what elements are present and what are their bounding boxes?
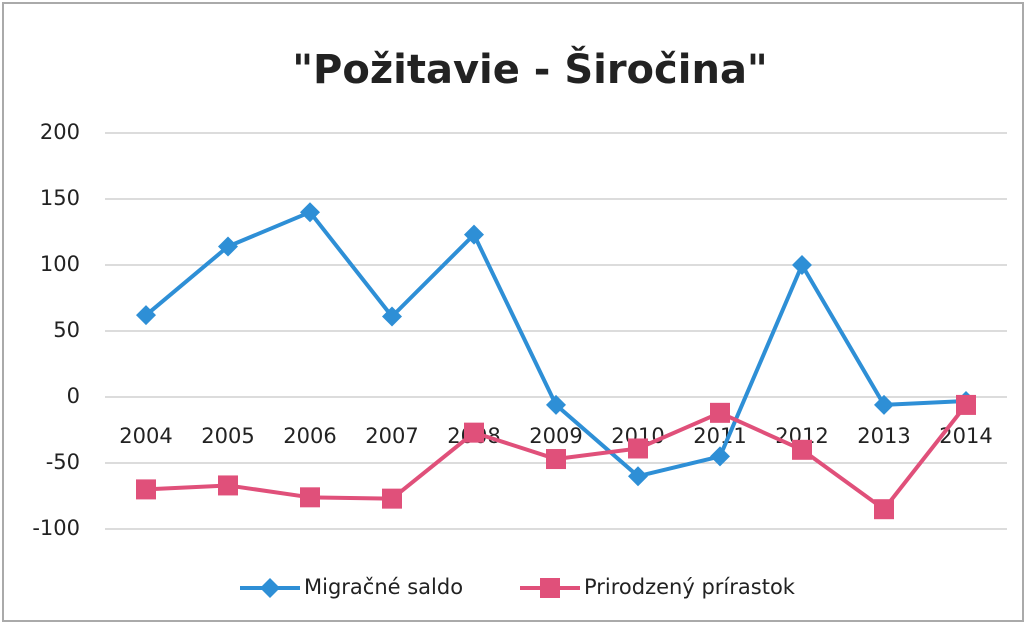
y-tick-label: 150: [40, 186, 80, 210]
data-point: [792, 439, 812, 460]
x-tick-label: 2011: [693, 424, 746, 448]
data-point: [260, 578, 280, 598]
data-point: [300, 487, 320, 508]
data-point: [628, 466, 648, 487]
y-tick-label: -100: [32, 516, 80, 540]
data-point: [628, 438, 648, 459]
x-tick-label: 2007: [365, 424, 418, 448]
data-point: [382, 306, 402, 327]
data-point: [874, 499, 894, 520]
data-point: [874, 394, 894, 415]
legend-label: Migračné saldo: [304, 575, 463, 599]
y-tick-label: 0: [67, 384, 80, 408]
data-point: [382, 488, 402, 509]
x-tick-label: 2005: [201, 424, 254, 448]
data-point: [300, 202, 320, 223]
x-tick-label: 2013: [857, 424, 910, 448]
data-point: [136, 305, 156, 326]
y-tick-label: 200: [40, 120, 80, 144]
chart-title: "Požitavie - Širočina": [292, 45, 768, 93]
data-point: [540, 578, 560, 598]
data-point: [956, 394, 976, 415]
y-tick-label: 50: [53, 318, 80, 342]
y-tick-label: -50: [46, 450, 80, 474]
x-tick-label: 2004: [119, 424, 172, 448]
legend-label: Prirodzený prírastok: [584, 575, 796, 599]
x-tick-label: 2009: [529, 424, 582, 448]
data-point: [464, 224, 484, 245]
data-point: [464, 422, 484, 443]
data-point: [710, 446, 730, 467]
data-point: [218, 475, 238, 496]
data-point: [710, 402, 730, 423]
data-point: [546, 449, 566, 470]
data-point: [136, 479, 156, 500]
data-point: [792, 255, 812, 275]
x-tick-label: 2006: [283, 424, 336, 448]
data-point: [218, 236, 238, 257]
data-point: [546, 394, 566, 415]
y-tick-label: 100: [40, 252, 80, 276]
